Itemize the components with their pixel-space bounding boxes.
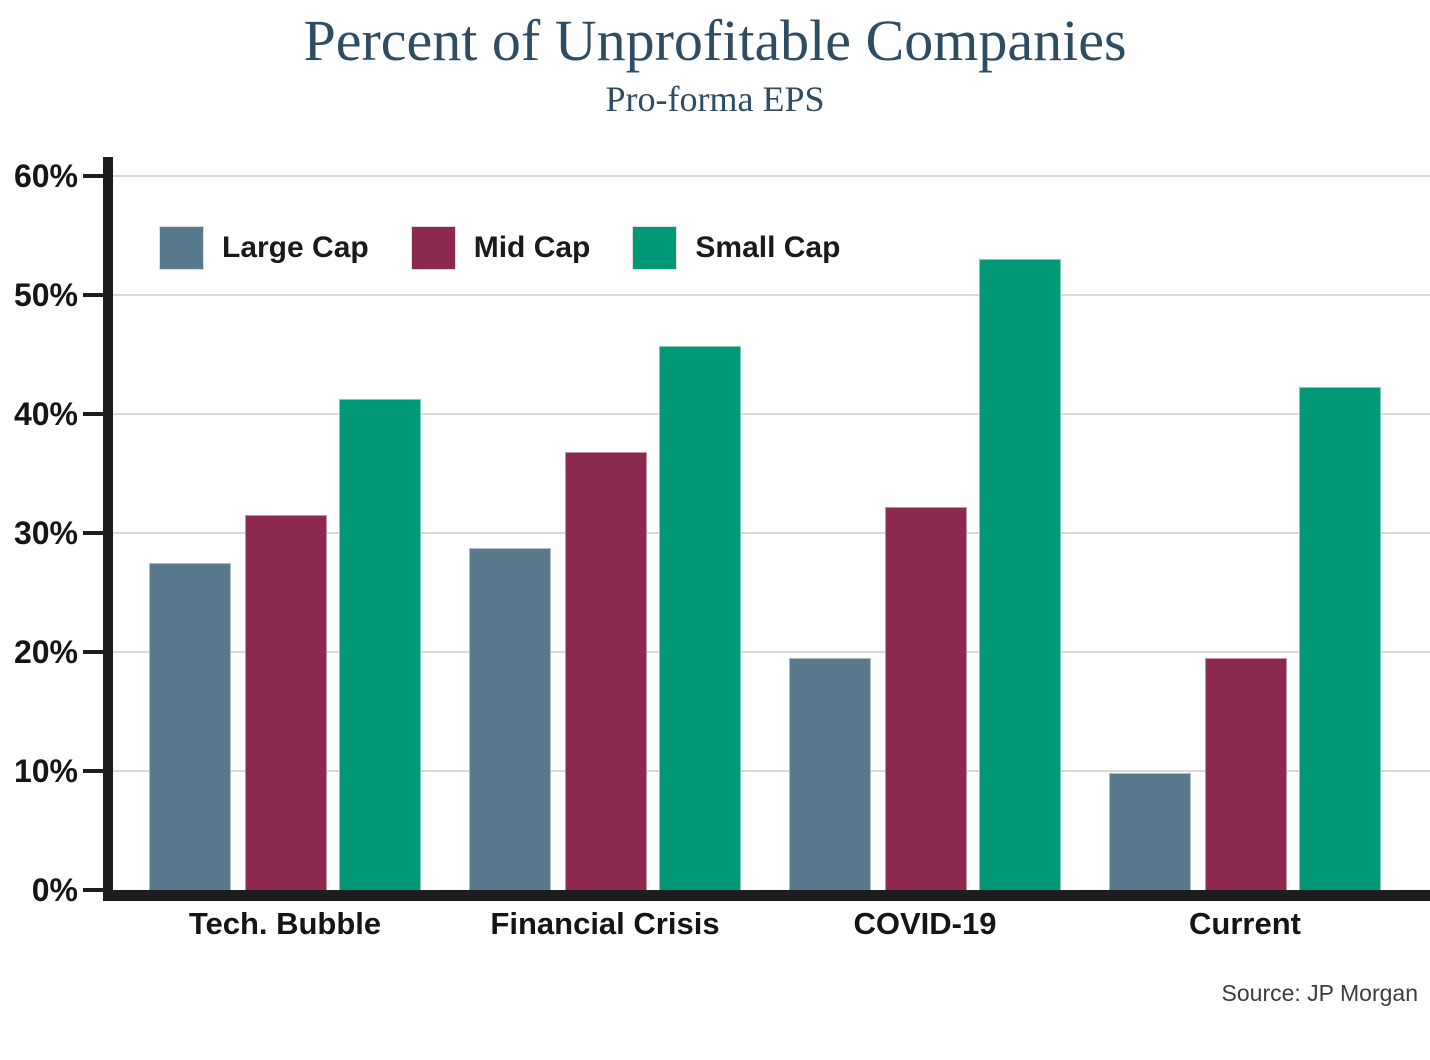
x-axis-label-tech-bubble: Tech. Bubble <box>188 906 382 941</box>
bar-small-cap-financial-crisis <box>659 346 741 890</box>
bar-large-cap-tech-bubble <box>149 562 231 890</box>
legend-label-small-cap: Small Cap <box>695 231 841 264</box>
bar-small-cap-tech-bubble <box>339 398 421 890</box>
y-axis-line <box>103 157 113 901</box>
bar-small-cap-current <box>1299 386 1381 890</box>
y-axis-label-10pct: 10% <box>13 753 78 789</box>
y-tick-20pct <box>83 650 105 654</box>
bar-mid-cap-covid-19 <box>885 506 967 890</box>
gridline-50pct <box>113 294 1430 296</box>
bar-mid-cap-current <box>1205 657 1287 890</box>
legend-swatch-small-cap <box>632 226 678 270</box>
legend-swatch-large-cap <box>159 226 204 270</box>
legend-item-small-cap: Small Cap <box>632 226 840 270</box>
bar-mid-cap-financial-crisis <box>565 452 647 890</box>
chart-subtitle: Pro-forma EPS <box>605 79 825 119</box>
legend-item-large-cap: Large Cap <box>159 226 369 270</box>
y-axis-label-40pct: 40% <box>13 396 78 432</box>
y-axis-label-60pct: 60% <box>13 158 78 194</box>
source-note: Source: JP Morgan <box>1221 980 1418 1006</box>
gridline-60pct <box>113 175 1430 177</box>
bar-large-cap-covid-19 <box>789 657 871 890</box>
y-axis-label-20pct: 20% <box>13 634 78 670</box>
x-axis-label-current: Current <box>1189 906 1301 941</box>
x-axis-label-covid-19: COVID-19 <box>853 906 997 941</box>
gridline-20pct <box>113 651 1430 653</box>
x-axis-label-financial-crisis: Financial Crisis <box>490 906 720 941</box>
y-tick-50pct <box>83 293 105 297</box>
bar-small-cap-covid-19 <box>979 259 1061 890</box>
gridline-30pct <box>113 532 1430 534</box>
gridline-10pct <box>113 770 1430 772</box>
y-tick-0pct <box>83 888 105 892</box>
y-axis-label-30pct: 30% <box>13 515 78 551</box>
legend-label-mid-cap: Mid Cap <box>473 231 591 264</box>
bar-large-cap-current <box>1109 773 1191 890</box>
chart-title: Percent of Unprofitable Companies <box>303 8 1127 73</box>
y-tick-30pct <box>83 531 105 535</box>
legend-swatch-mid-cap <box>410 226 456 270</box>
bar-large-cap-financial-crisis <box>469 548 551 890</box>
gridline-40pct <box>113 413 1430 415</box>
legend-item-mid-cap: Mid Cap <box>410 226 591 270</box>
y-axis-label-0pct: 0% <box>31 872 78 908</box>
x-axis-line <box>103 890 1430 901</box>
y-axis-label-50pct: 50% <box>13 277 78 313</box>
y-tick-10pct <box>83 769 105 773</box>
y-tick-60pct <box>83 174 105 178</box>
bar-mid-cap-tech-bubble <box>245 515 327 890</box>
y-tick-40pct <box>83 412 105 416</box>
chart-legend: Large Cap Mid Cap Small Cap <box>159 226 840 270</box>
legend-label-large-cap: Large Cap <box>222 231 369 264</box>
